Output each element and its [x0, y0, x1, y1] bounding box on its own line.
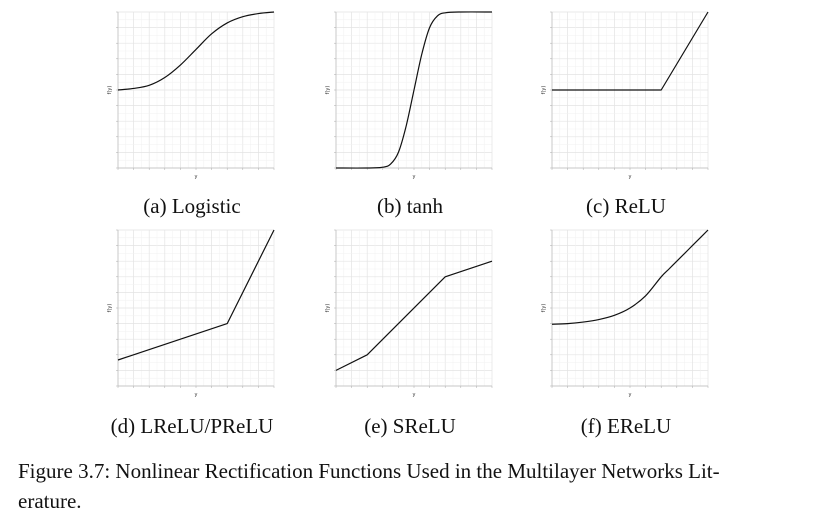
grid — [335, 229, 493, 387]
chart-panel-erelu: y f(y) — [540, 226, 730, 398]
series-line-0 — [117, 229, 275, 361]
chart-tanh: y f(y) — [325, 11, 493, 180]
series-line-0 — [335, 260, 493, 371]
grid — [117, 229, 275, 387]
y-axis-label: f(y) — [325, 86, 331, 95]
figure-caption-line-1: Figure 3.7: Nonlinear Rectification Func… — [18, 459, 720, 483]
chart-panel-relu: y f(y) — [540, 8, 730, 180]
y-axis-label: f(y) — [325, 304, 331, 313]
y-axis-label: f(y) — [107, 86, 113, 95]
series-line-0 — [551, 229, 709, 325]
x-axis-label: y — [195, 174, 198, 180]
chart-logistic: y f(y) — [107, 11, 275, 180]
x-axis-label: y — [413, 174, 416, 180]
x-axis-label: y — [629, 392, 632, 398]
panel-caption-e: (e) SReLU — [364, 414, 456, 438]
figure-caption: Figure 3.7: Nonlinear Rectification Func… — [18, 456, 818, 516]
panel-caption-c: (c) ReLU — [586, 194, 666, 218]
y-axis-label: f(y) — [541, 86, 547, 95]
grid — [117, 11, 275, 169]
panel-caption-d: (d) LReLU/PReLU — [110, 414, 274, 438]
chart-panel-tanh: y f(y) — [324, 8, 514, 180]
chart-srelu: y f(y) — [325, 229, 493, 398]
series-line-0 — [335, 11, 493, 169]
x-axis-label: y — [629, 174, 632, 180]
chart-relu: y f(y) — [541, 11, 709, 180]
chart-erelu: y f(y) — [541, 229, 709, 398]
figure-caption-line-2: erature. — [18, 489, 82, 513]
chart-panel-srelu: y f(y) — [324, 226, 514, 398]
chart-lrelu: y f(y) — [107, 229, 275, 398]
y-axis-label: f(y) — [541, 304, 547, 313]
chart-panel-logistic: y f(y) — [106, 8, 296, 180]
y-axis-label: f(y) — [107, 304, 113, 313]
panel-caption-f: (f) EReLU — [580, 414, 672, 438]
series-line-0 — [552, 11, 709, 91]
x-axis-label: y — [413, 392, 416, 398]
x-axis-label: y — [195, 392, 198, 398]
panel-caption-a: (a) Logistic — [143, 194, 241, 218]
panel-caption-b: (b) tanh — [377, 194, 443, 218]
chart-panel-lrelu: y f(y) — [106, 226, 296, 398]
series-line-0 — [117, 11, 275, 91]
